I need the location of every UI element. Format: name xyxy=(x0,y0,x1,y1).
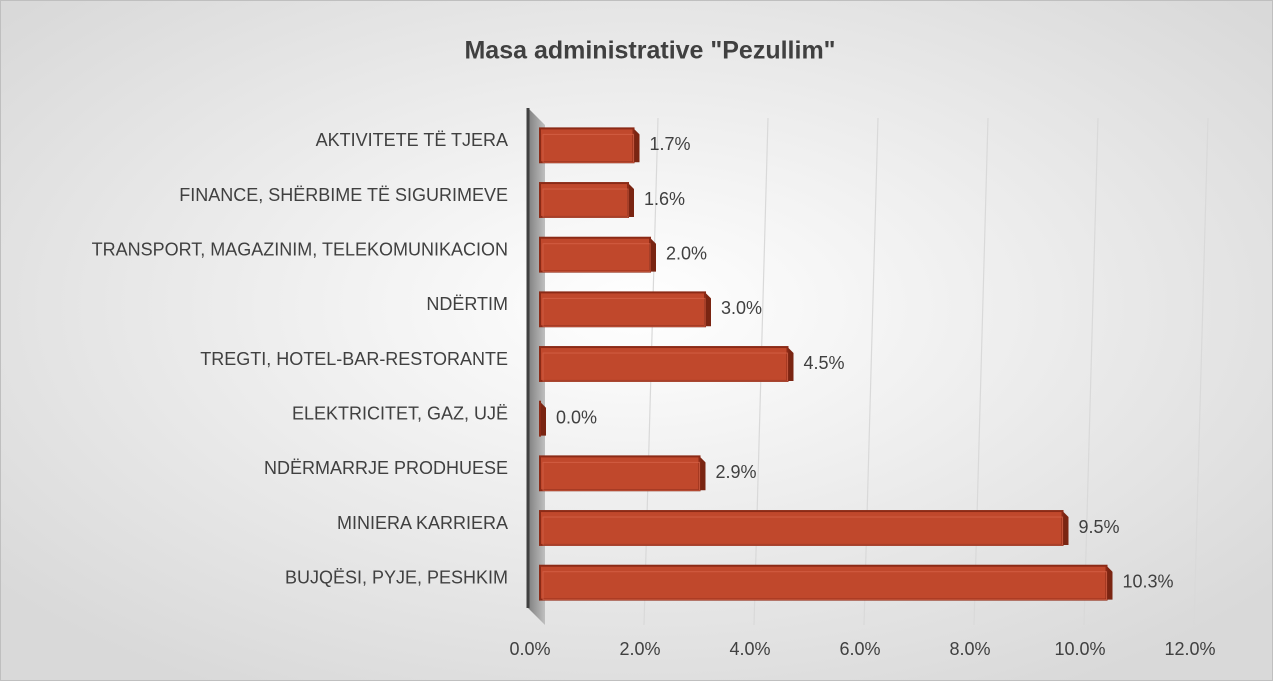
bar xyxy=(539,182,630,218)
bar-side xyxy=(705,292,711,327)
value-label: 1.6% xyxy=(644,189,685,209)
y-tick-label: FINANCE, SHËRBIME TË SIGURIMEVE xyxy=(179,185,508,205)
x-tick-label: 0.0% xyxy=(509,639,550,659)
bar-face xyxy=(542,516,1063,546)
bar xyxy=(539,236,652,273)
grid-line xyxy=(1193,117,1209,626)
bar-face xyxy=(542,188,629,218)
y-tick-label: AKTIVITETE TË TJERA xyxy=(316,130,508,150)
y-tick-label: MINIERA KARRIERA xyxy=(337,513,508,533)
bar-face xyxy=(542,297,706,327)
x-tick-label: 4.0% xyxy=(729,639,770,659)
y-tick-label: NDËRMARRJE PRODHUESE xyxy=(264,458,508,478)
bar-side xyxy=(699,456,706,491)
bar-face xyxy=(542,461,700,491)
bar-side xyxy=(628,183,634,217)
value-label: 3.0% xyxy=(721,298,762,318)
bar-side xyxy=(540,401,546,436)
value-label: 10.3% xyxy=(1123,571,1174,591)
value-label: 9.5% xyxy=(1079,517,1120,537)
bar-side xyxy=(787,347,794,381)
bar-face xyxy=(542,133,634,163)
bar xyxy=(539,510,1064,546)
y-tick-label: TREGTI, HOTEL-BAR-RESTORANTE xyxy=(200,349,508,369)
bar-face xyxy=(542,352,788,382)
bar-side xyxy=(1062,511,1069,545)
x-tick-label: 10.0% xyxy=(1054,639,1105,659)
value-label: 1.7% xyxy=(650,134,691,154)
x-tick-label: 8.0% xyxy=(949,639,990,659)
x-tick-label: 12.0% xyxy=(1164,639,1215,659)
bar xyxy=(539,346,789,382)
x-tick-label: 2.0% xyxy=(619,639,660,659)
bar-side xyxy=(1106,565,1113,600)
bar-face xyxy=(542,243,651,273)
value-label: 2.0% xyxy=(666,243,707,263)
grid-line xyxy=(1083,117,1099,626)
value-label: 4.5% xyxy=(804,353,845,373)
bar-side xyxy=(650,237,656,272)
bar xyxy=(539,291,707,328)
y-tick-label: TRANSPORT, MAGAZINIM, TELEKOMUNIKACION xyxy=(92,239,508,259)
bar-side xyxy=(633,128,640,163)
value-label: 2.9% xyxy=(716,462,757,482)
y-tick-label: NDËRTIM xyxy=(426,294,508,314)
bar-face xyxy=(542,571,1107,601)
value-label: 0.0% xyxy=(556,407,597,427)
y-tick-label: BUJQËSI, PYJE, PESHKIM xyxy=(285,567,508,587)
bar xyxy=(539,564,1108,601)
y-tick-label: ELEKTRICITET, GAZ, UJË xyxy=(292,403,508,423)
bar xyxy=(539,127,635,164)
chart-title: Masa administrative "Pezullim" xyxy=(464,37,835,65)
x-tick-label: 6.0% xyxy=(839,639,880,659)
bar xyxy=(539,455,701,492)
